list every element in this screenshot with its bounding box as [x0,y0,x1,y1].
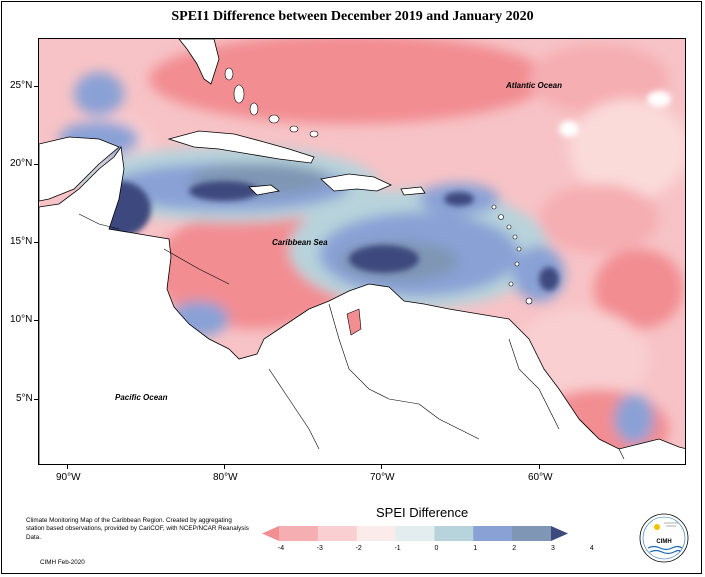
legend-cell [317,526,358,541]
label-caribbean-sea: Caribbean Sea [272,238,328,247]
legend-cell [551,526,568,541]
lon-tick [224,465,225,469]
lon-label-80w: 80°W [213,472,238,483]
legend-tick-label: 1 [473,545,478,552]
lat-label-5n: 5°N [16,393,33,404]
legend-colorbar [262,526,568,541]
lat-label-15n: 15°N [10,236,33,247]
lat-label-20n: 20°N [10,158,33,169]
legend-tick-label: -2 [355,545,362,552]
lon-tick [539,465,540,469]
lon-tick [67,465,68,469]
lon-tick [381,465,382,469]
footer-description: Climate Monitoring Map of the Caribbean … [26,517,249,541]
legend-tick-label: -4 [277,545,285,552]
legend-cell [512,526,552,541]
legend-tick-label: 3 [551,545,555,552]
map-title: SPEI1 Difference between December 2019 a… [171,9,534,24]
legend-cell [279,526,319,541]
label-atlantic-ocean: Atlantic Ocean [506,81,563,90]
lon-label-90w: 90°W [56,472,81,483]
legend-tick-label: 0 [434,545,439,552]
footer-credit: CIMH Feb-2020 [40,559,85,566]
legend-cell [395,526,435,541]
lon-label-70w: 70°W [370,472,395,483]
cimh-logo: CIMH [638,512,690,564]
lon-label-60w: 60°W [528,472,553,483]
legend-tick-label: -1 [394,545,401,552]
lat-label-25n: 25°N [10,80,33,91]
lat-tick [34,164,38,165]
legend-title: SPEI Difference [376,505,469,520]
legend-cell [473,526,513,541]
logo-text: CIMH [656,539,671,545]
legend-cell [262,526,279,541]
spei-map [39,39,685,464]
lat-tick [34,86,38,87]
lat-tick [34,399,38,400]
legend-cell [434,526,474,541]
legend-tick-label: 4 [589,545,594,552]
legend-cell [356,526,397,541]
legend-tick-label: -3 [316,545,323,552]
lat-tick [34,320,38,321]
lat-tick [34,242,38,243]
label-pacific-ocean: Pacific Ocean [115,393,168,402]
lat-label-10n: 10°N [10,314,33,325]
legend-tick-label: 2 [512,545,517,552]
map-panel [38,38,686,465]
